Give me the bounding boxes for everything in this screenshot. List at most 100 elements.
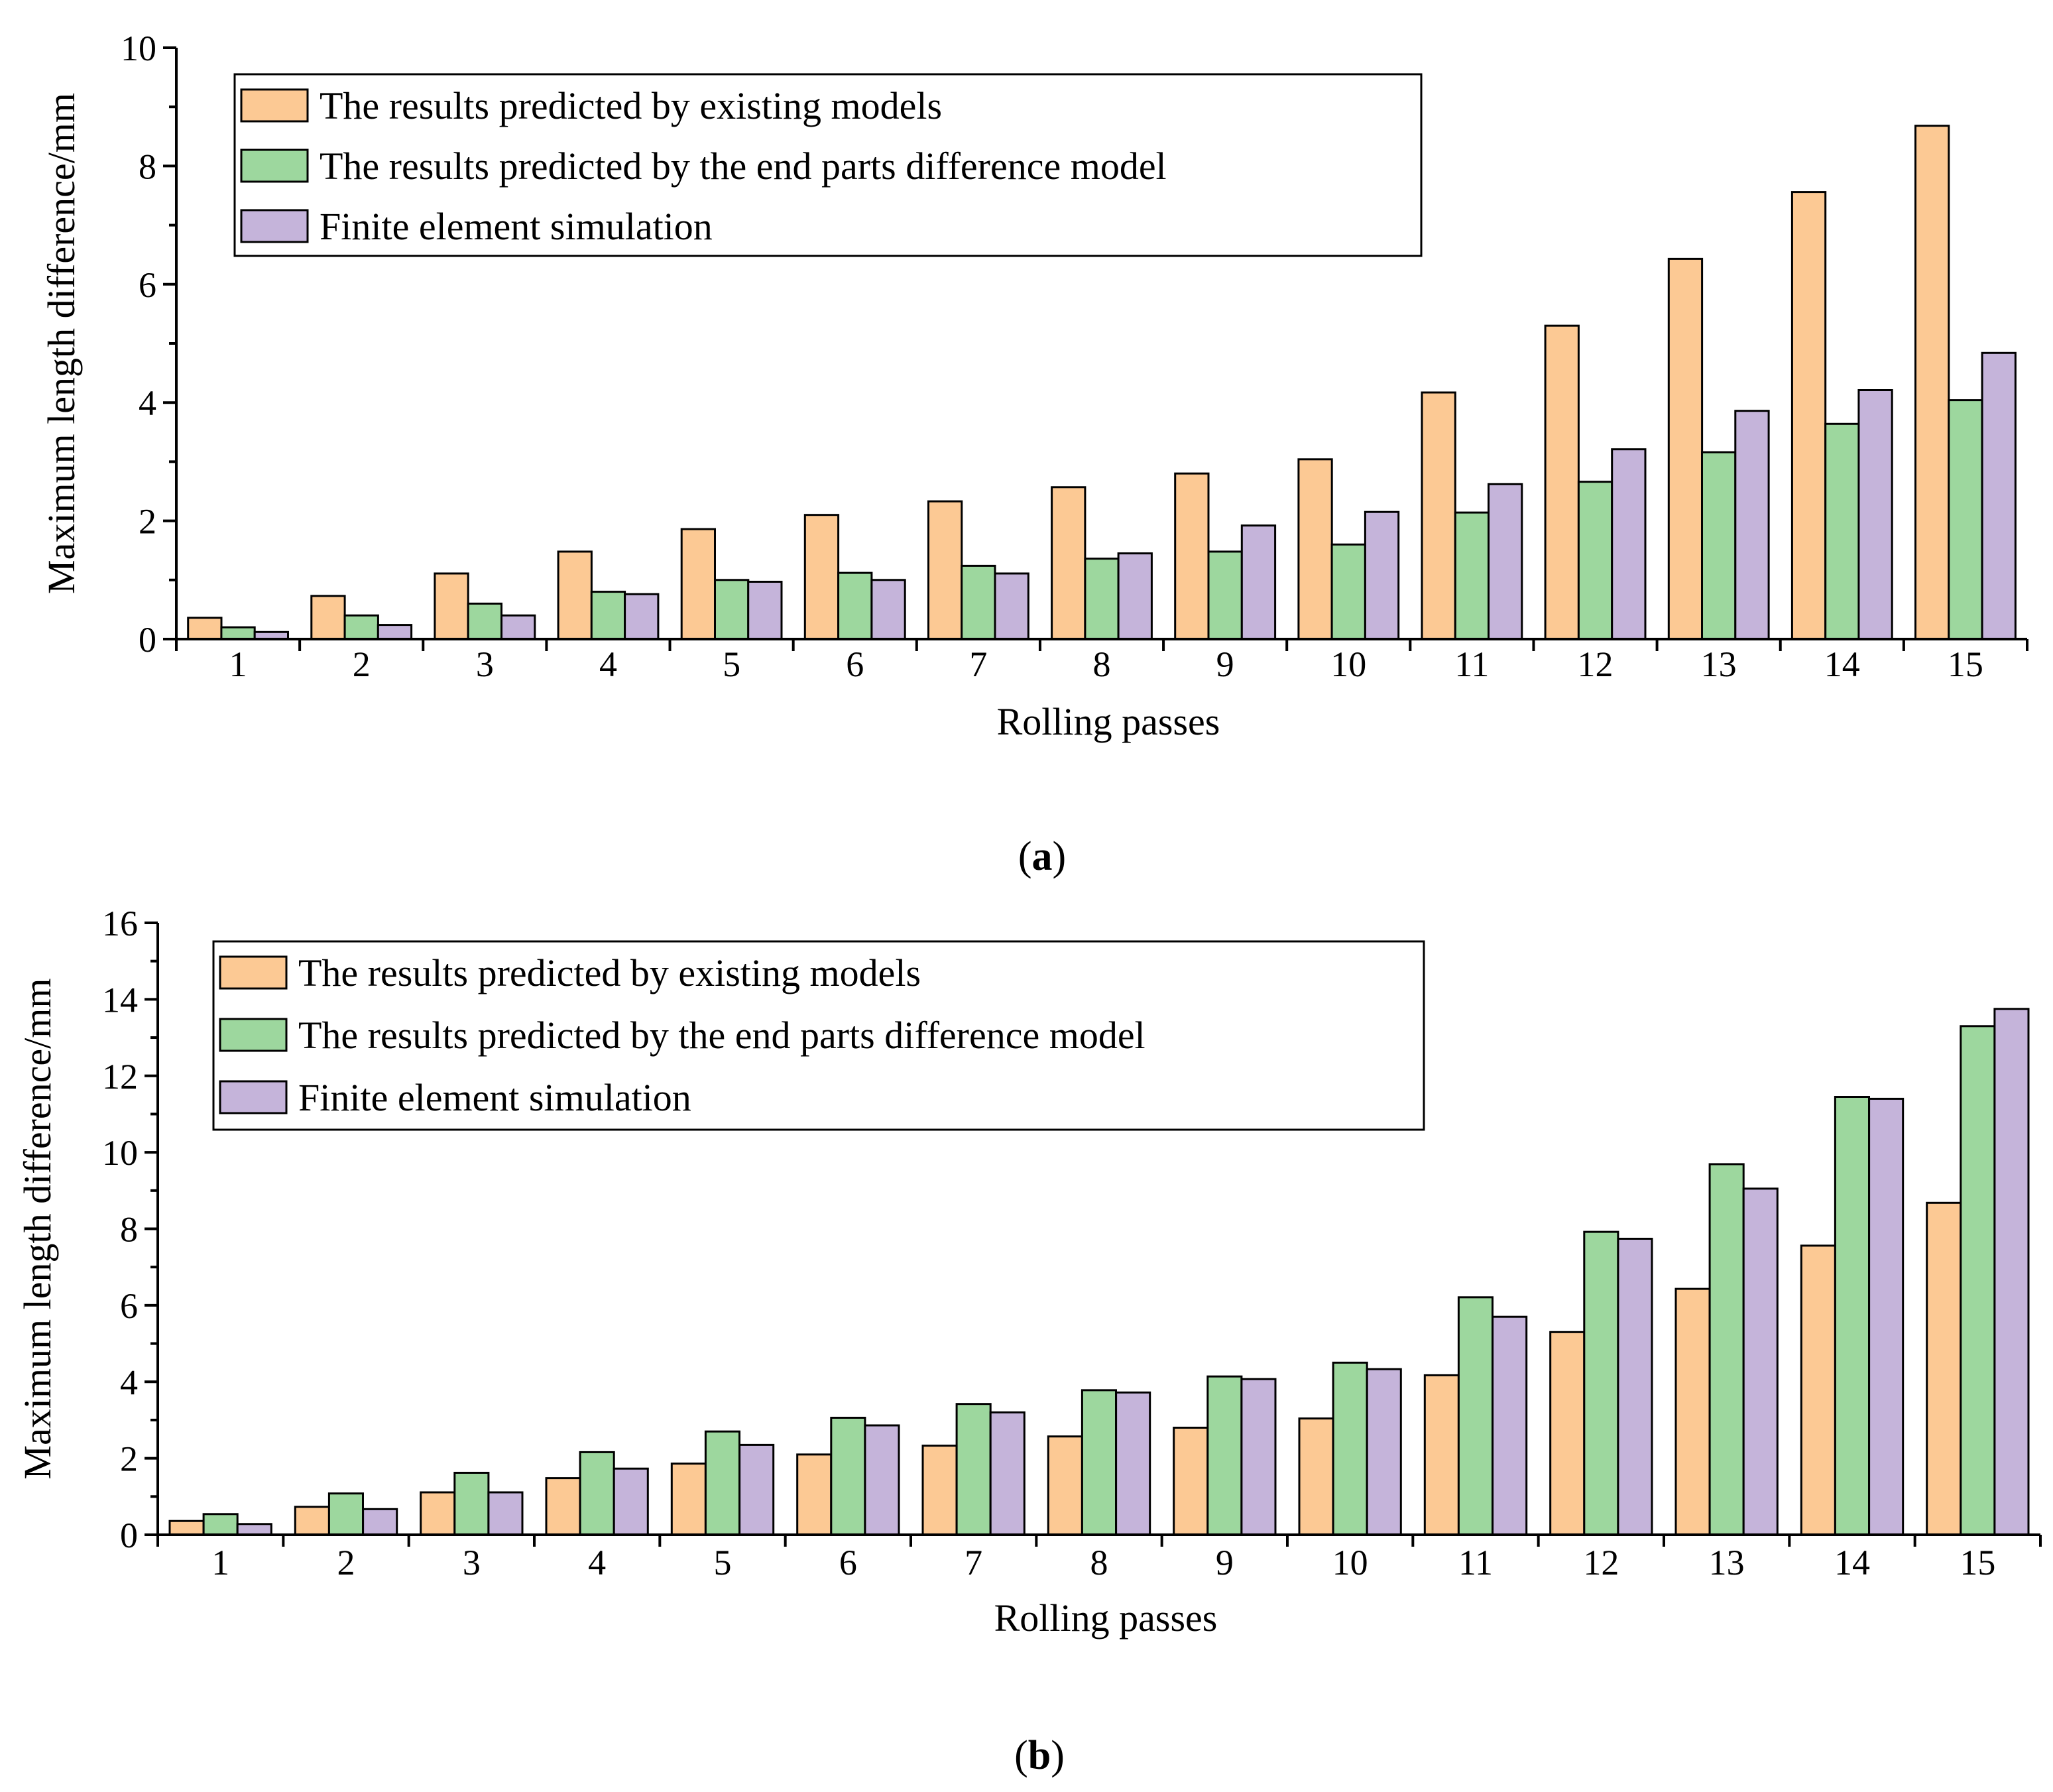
chart-a-xtick-label-13: 13 bbox=[1701, 644, 1737, 684]
chart-a-bar-end_parts-14 bbox=[1824, 422, 1860, 640]
chart-b-bar-existing-15 bbox=[1926, 1201, 1962, 1536]
chart-b-bar-existing-3 bbox=[420, 1491, 456, 1536]
chart-a-bar-fem-12 bbox=[1611, 448, 1647, 640]
chart-a-bar-end_parts-10 bbox=[1330, 543, 1366, 640]
chart-b-bar-fem-4 bbox=[613, 1467, 649, 1536]
chart-a-bar-fem-10 bbox=[1364, 510, 1400, 640]
chart-b-ytick-label-12: 12 bbox=[102, 1057, 138, 1097]
chart-a-bar-end_parts-7 bbox=[961, 564, 996, 640]
chart-a-bar-fem-15 bbox=[1981, 351, 2017, 640]
chart-b-bar-fem-11 bbox=[1492, 1315, 1528, 1536]
chart-b-xtick-label-14: 14 bbox=[1834, 1543, 1870, 1583]
chart-a-bar-end_parts-5 bbox=[714, 579, 750, 640]
chart-a-bar-end_parts-6 bbox=[837, 571, 873, 640]
chart-a-legend: The results predicted by existing models… bbox=[233, 73, 1423, 257]
chart-b-bar-fem-10 bbox=[1366, 1368, 1402, 1536]
chart-a-ytick-label-0: 0 bbox=[139, 620, 156, 660]
chart-b-bar-end_parts-4 bbox=[579, 1451, 615, 1536]
chart-a-bar-existing-14 bbox=[1790, 191, 1827, 640]
chart-a-bar-end_parts-2 bbox=[343, 614, 379, 640]
chart-b-bar-existing-13 bbox=[1674, 1287, 1711, 1536]
chart-a-xtick-label-14: 14 bbox=[1824, 644, 1860, 684]
chart-b-y-axis-title: Maximum length difference/mm bbox=[16, 979, 59, 1480]
chart-a-ytick-label-2: 2 bbox=[139, 502, 156, 542]
chart-b-ytick-label-6: 6 bbox=[120, 1286, 138, 1326]
chart-a-xtick-label-4: 4 bbox=[599, 644, 617, 684]
chart-b-bar-end_parts-3 bbox=[453, 1472, 490, 1536]
chart-b-ytick-label-10: 10 bbox=[102, 1133, 138, 1173]
chart-b-legend-swatch-existing bbox=[219, 955, 288, 990]
chart-b-bar-fem-8 bbox=[1115, 1391, 1151, 1536]
chart-b-xtick-label-15: 15 bbox=[1960, 1543, 1995, 1583]
chart-b-legend-swatch-end_parts bbox=[219, 1018, 288, 1052]
chart-b-bar-end_parts-14 bbox=[1834, 1096, 1870, 1536]
chart-a-bar-fem-3 bbox=[500, 614, 536, 640]
chart-b-bar-end_parts-2 bbox=[327, 1492, 364, 1536]
chart-b-bar-end_parts-13 bbox=[1708, 1163, 1745, 1536]
chart-a-xtick-label-10: 10 bbox=[1330, 644, 1366, 684]
chart-b-bar-existing-12 bbox=[1549, 1331, 1586, 1536]
chart-b-bar-end_parts-10 bbox=[1332, 1361, 1368, 1536]
chart-b-bar-existing-8 bbox=[1047, 1435, 1083, 1536]
chart-b-legend-label-fem: Finite element simulation bbox=[298, 1076, 691, 1119]
chart-a-bar-fem-5 bbox=[747, 581, 783, 640]
chart-a-bar-end_parts-11 bbox=[1454, 511, 1490, 640]
chart-a-bar-fem-9 bbox=[1240, 524, 1277, 640]
chart-a-bar-fem-8 bbox=[1117, 552, 1153, 640]
chart-a-bar-existing-15 bbox=[1914, 125, 1950, 640]
chart-b-bar-fem-15 bbox=[1993, 1008, 2030, 1536]
chart-b-xtick-label-10: 10 bbox=[1332, 1543, 1368, 1583]
chart-a-bar-fem-13 bbox=[1734, 410, 1770, 640]
chart-b-legend-swatch-fem bbox=[219, 1080, 288, 1114]
chart-b-bar-end_parts-11 bbox=[1457, 1296, 1494, 1536]
chart-a-ytick-label-4: 4 bbox=[139, 383, 156, 423]
chart-b-bar-fem-6 bbox=[864, 1424, 900, 1536]
chart-b-bar-existing-7 bbox=[921, 1445, 958, 1536]
chart-a-bar-end_parts-12 bbox=[1577, 481, 1613, 640]
chart-b-legend-box bbox=[212, 940, 1425, 1131]
chart-a-bar-fem-2 bbox=[377, 624, 413, 640]
chart-a-legend-swatch-existing bbox=[240, 88, 309, 123]
chart-b-bar-existing-1 bbox=[168, 1520, 205, 1536]
chart-a-xtick-label-7: 7 bbox=[969, 644, 987, 684]
chart-b-legend-label-existing: The results predicted by existing models bbox=[298, 951, 921, 994]
chart-a-bar-existing-9 bbox=[1174, 472, 1210, 640]
chart-a-bar-fem-14 bbox=[1857, 389, 1893, 640]
chart-b-bar-end_parts-12 bbox=[1583, 1230, 1619, 1536]
chart-a-bar-existing-7 bbox=[927, 500, 963, 640]
chart-b-xtick-label-5: 5 bbox=[714, 1543, 732, 1583]
chart-b-bar-fem-9 bbox=[1240, 1378, 1277, 1536]
chart-a-legend-swatch-fem bbox=[240, 209, 309, 243]
chart-b-bar-existing-2 bbox=[294, 1506, 330, 1536]
chart-b-bar-existing-5 bbox=[670, 1463, 707, 1536]
chart-b-ytick-label-0: 0 bbox=[120, 1516, 138, 1555]
chart-b-caption: (b) bbox=[1014, 1733, 1065, 1778]
chart-a-ytick-label-8: 8 bbox=[139, 147, 156, 186]
chart-a-bar-existing-5 bbox=[680, 528, 716, 640]
chart-b-bar-end_parts-6 bbox=[830, 1417, 866, 1536]
chart-a-ytick-label-6: 6 bbox=[139, 265, 156, 305]
chart-a-bar-end_parts-1 bbox=[220, 626, 256, 640]
chart-b-bar-fem-12 bbox=[1617, 1238, 1653, 1536]
chart-b-ytick-label-4: 4 bbox=[120, 1362, 138, 1402]
chart-a-bar-end_parts-9 bbox=[1207, 550, 1243, 640]
chart-b-ytick-label-16: 16 bbox=[102, 904, 138, 943]
chart-b-legend-label-end_parts: The results predicted by the end parts d… bbox=[298, 1014, 1145, 1057]
chart-a-bar-existing-13 bbox=[1667, 257, 1704, 640]
chart-b-xtick-label-7: 7 bbox=[965, 1543, 982, 1583]
chart-b-xtick-label-13: 13 bbox=[1709, 1543, 1745, 1583]
chart-b-bar-fem-3 bbox=[487, 1491, 524, 1536]
chart-a-xtick-label-12: 12 bbox=[1578, 644, 1613, 684]
chart-b-bar-end_parts-9 bbox=[1206, 1375, 1243, 1536]
chart-a-xtick-label-5: 5 bbox=[723, 644, 740, 684]
chart-a-bar-fem-6 bbox=[870, 579, 906, 640]
chart-a-bar-existing-10 bbox=[1297, 458, 1333, 640]
chart-a-y-axis-title: Maximum length difference/mm bbox=[40, 93, 83, 594]
chart-a-xtick-label-11: 11 bbox=[1454, 644, 1489, 684]
chart-b-bar-fem-2 bbox=[362, 1508, 398, 1536]
chart-a-bar-existing-1 bbox=[187, 617, 223, 640]
chart-a-xtick-label-15: 15 bbox=[1948, 644, 1983, 684]
chart-a-xtick-label-1: 1 bbox=[229, 644, 247, 684]
chart-a-bar-existing-4 bbox=[557, 550, 593, 640]
